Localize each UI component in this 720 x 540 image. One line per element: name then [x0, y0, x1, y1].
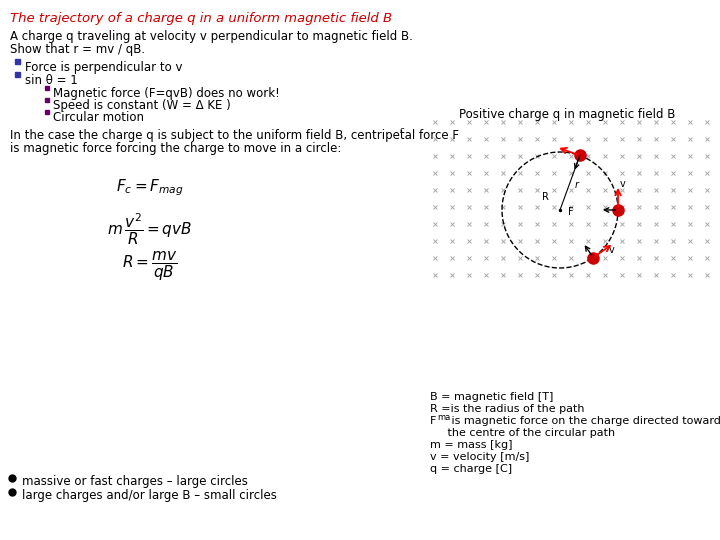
Text: Magnetic force (F=qvB) does no work!: Magnetic force (F=qvB) does no work!: [53, 87, 280, 100]
Text: F: F: [568, 207, 574, 217]
Text: Positive charge q in magnetic field B: Positive charge q in magnetic field B: [459, 108, 675, 121]
Text: large charges and/or large B – small circles: large charges and/or large B – small cir…: [22, 489, 277, 502]
Text: is magnetic force forcing the charge to move in a circle:: is magnetic force forcing the charge to …: [10, 142, 341, 155]
Text: Circular motion: Circular motion: [53, 111, 144, 124]
Text: R =is the radius of the path: R =is the radius of the path: [430, 404, 585, 414]
Text: q = charge [C]: q = charge [C]: [430, 464, 512, 474]
Text: A charge q traveling at velocity v perpendicular to magnetic field B.: A charge q traveling at velocity v perpe…: [10, 30, 413, 43]
Text: r: r: [575, 180, 579, 190]
Text: The trajectory of a charge q in a uniform magnetic field B: The trajectory of a charge q in a unifor…: [10, 12, 392, 25]
Text: $m\,\dfrac{v^2}{R} = qvB$: $m\,\dfrac{v^2}{R} = qvB$: [107, 212, 192, 247]
Text: v = velocity [m/s]: v = velocity [m/s]: [430, 452, 529, 462]
Text: the centre of the circular path: the centre of the circular path: [430, 428, 615, 438]
Text: v: v: [608, 245, 614, 255]
Text: ma: ma: [437, 414, 450, 422]
Text: is magnetic force on the charge directed toward: is magnetic force on the charge directed…: [448, 416, 720, 426]
Bar: [15, 72, 20, 77]
Text: c: c: [400, 126, 405, 135]
Text: Speed is constant (W = Δ KE ): Speed is constant (W = Δ KE ): [53, 99, 230, 112]
Text: Show that r = mv / qB.: Show that r = mv / qB.: [10, 43, 145, 56]
Bar: [45, 110, 49, 114]
Text: Force is perpendicular to v: Force is perpendicular to v: [25, 61, 182, 74]
Text: In the case the charge q is subject to the uniform field B, centripetal force F: In the case the charge q is subject to t…: [10, 129, 459, 142]
Bar: [45, 86, 49, 90]
Text: massive or fast charges – large circles: massive or fast charges – large circles: [22, 475, 248, 488]
Text: $F_c = F_{mag}$: $F_c = F_{mag}$: [116, 177, 184, 198]
Text: F: F: [430, 416, 436, 426]
Text: B = magnetic field [T]: B = magnetic field [T]: [430, 392, 554, 402]
Text: m = mass [kg]: m = mass [kg]: [430, 440, 513, 450]
Bar: [15, 59, 20, 64]
Text: v: v: [620, 179, 626, 189]
Text: sin θ = 1: sin θ = 1: [25, 74, 78, 87]
Text: R: R: [542, 192, 549, 202]
Text: $R = \dfrac{mv}{qB}$: $R = \dfrac{mv}{qB}$: [122, 250, 178, 283]
Bar: [45, 98, 49, 102]
